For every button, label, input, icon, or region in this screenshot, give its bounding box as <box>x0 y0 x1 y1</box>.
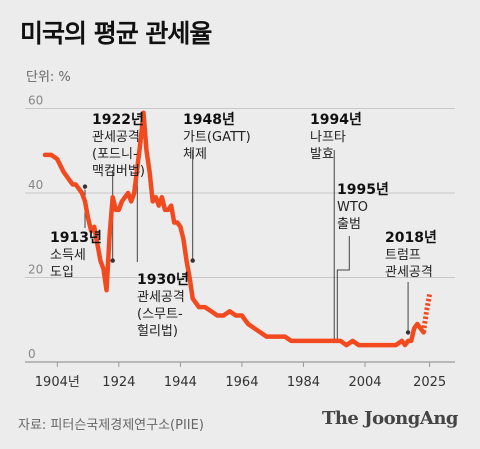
unit-label: 단위: % <box>26 70 71 85</box>
annotation-year: 2018년 <box>385 230 437 246</box>
annotation-year: 1995년 <box>337 182 389 198</box>
annotation-text: 트럼프 <box>385 248 421 263</box>
x-tick-label: 2025 <box>413 375 446 390</box>
y-tick-0: 0 <box>28 347 36 361</box>
x-tick-label: 2004 <box>348 375 381 390</box>
annotation-text: 맥컴버법) <box>92 164 145 179</box>
annotation-text: 관세공격 <box>137 290 185 305</box>
publisher-logo: The JoongAng <box>321 408 459 429</box>
annotation-year: 1922년 <box>92 112 144 128</box>
annotation-dot <box>405 330 411 335</box>
chart-title: 미국의 평균 관세율 <box>20 19 212 48</box>
annotation-text: WTO <box>337 200 368 215</box>
y-tick-40: 40 <box>28 178 43 192</box>
series-line-projected <box>421 293 433 333</box>
annotation-text: (스무트- <box>137 307 183 322</box>
annotation-text: 헐리법) <box>137 324 178 339</box>
annotation-text: 나프타 <box>310 130 346 145</box>
tariff-line-chart: 0 20 40 60 1904년 1924 1944 1964 1984 2004 2025 19… <box>25 93 455 390</box>
annotation-year: 1948년 <box>183 112 235 128</box>
annotation-text: 체제 <box>183 147 207 162</box>
annotation-year: 1930년 <box>137 272 189 288</box>
x-tick-label: 1924 <box>102 375 135 390</box>
annotation-labels: 1913년소득세도입1922년관세공격(포드니-맥컴버법)1930년관세공격(스… <box>50 112 437 339</box>
annotation-text: 가트(GATT) <box>183 130 251 145</box>
annotation-dot <box>110 258 115 263</box>
grid-lines <box>25 107 455 363</box>
x-tick-label: 1964 <box>225 375 258 390</box>
y-tick-60: 60 <box>28 93 43 107</box>
annotation-text: 발효 <box>310 147 334 162</box>
y-tick-labels: 0 20 40 60 <box>28 93 43 361</box>
x-tick-label: 1944 <box>164 375 197 390</box>
annotation-dot <box>190 258 195 263</box>
leader-1995 <box>336 236 350 341</box>
x-tick-labels: 1904년 1924 1944 1964 1984 2004 2025 <box>35 362 446 390</box>
annotation-text: (포드니- <box>92 147 138 162</box>
source-note: 자료: 피터슨국제경제연구소(PIIE) <box>18 418 204 433</box>
annotation-text: 출범 <box>337 217 361 232</box>
y-tick-20: 20 <box>28 262 43 276</box>
annotation-year: 1913년 <box>50 230 102 246</box>
annotation-text: 도입 <box>50 265 74 280</box>
annotation-dot <box>82 184 88 189</box>
x-tick-label: 1984 <box>287 375 320 390</box>
series-line-tariff <box>42 110 426 348</box>
annotation-year: 1994년 <box>310 112 362 128</box>
x-tick-label: 1904년 <box>35 375 80 390</box>
annotation-text: 관세공격 <box>92 130 140 145</box>
annotation-text: 소득세 <box>50 248 86 263</box>
annotation-text: 관세공격 <box>385 265 433 280</box>
series-lines <box>42 110 433 348</box>
